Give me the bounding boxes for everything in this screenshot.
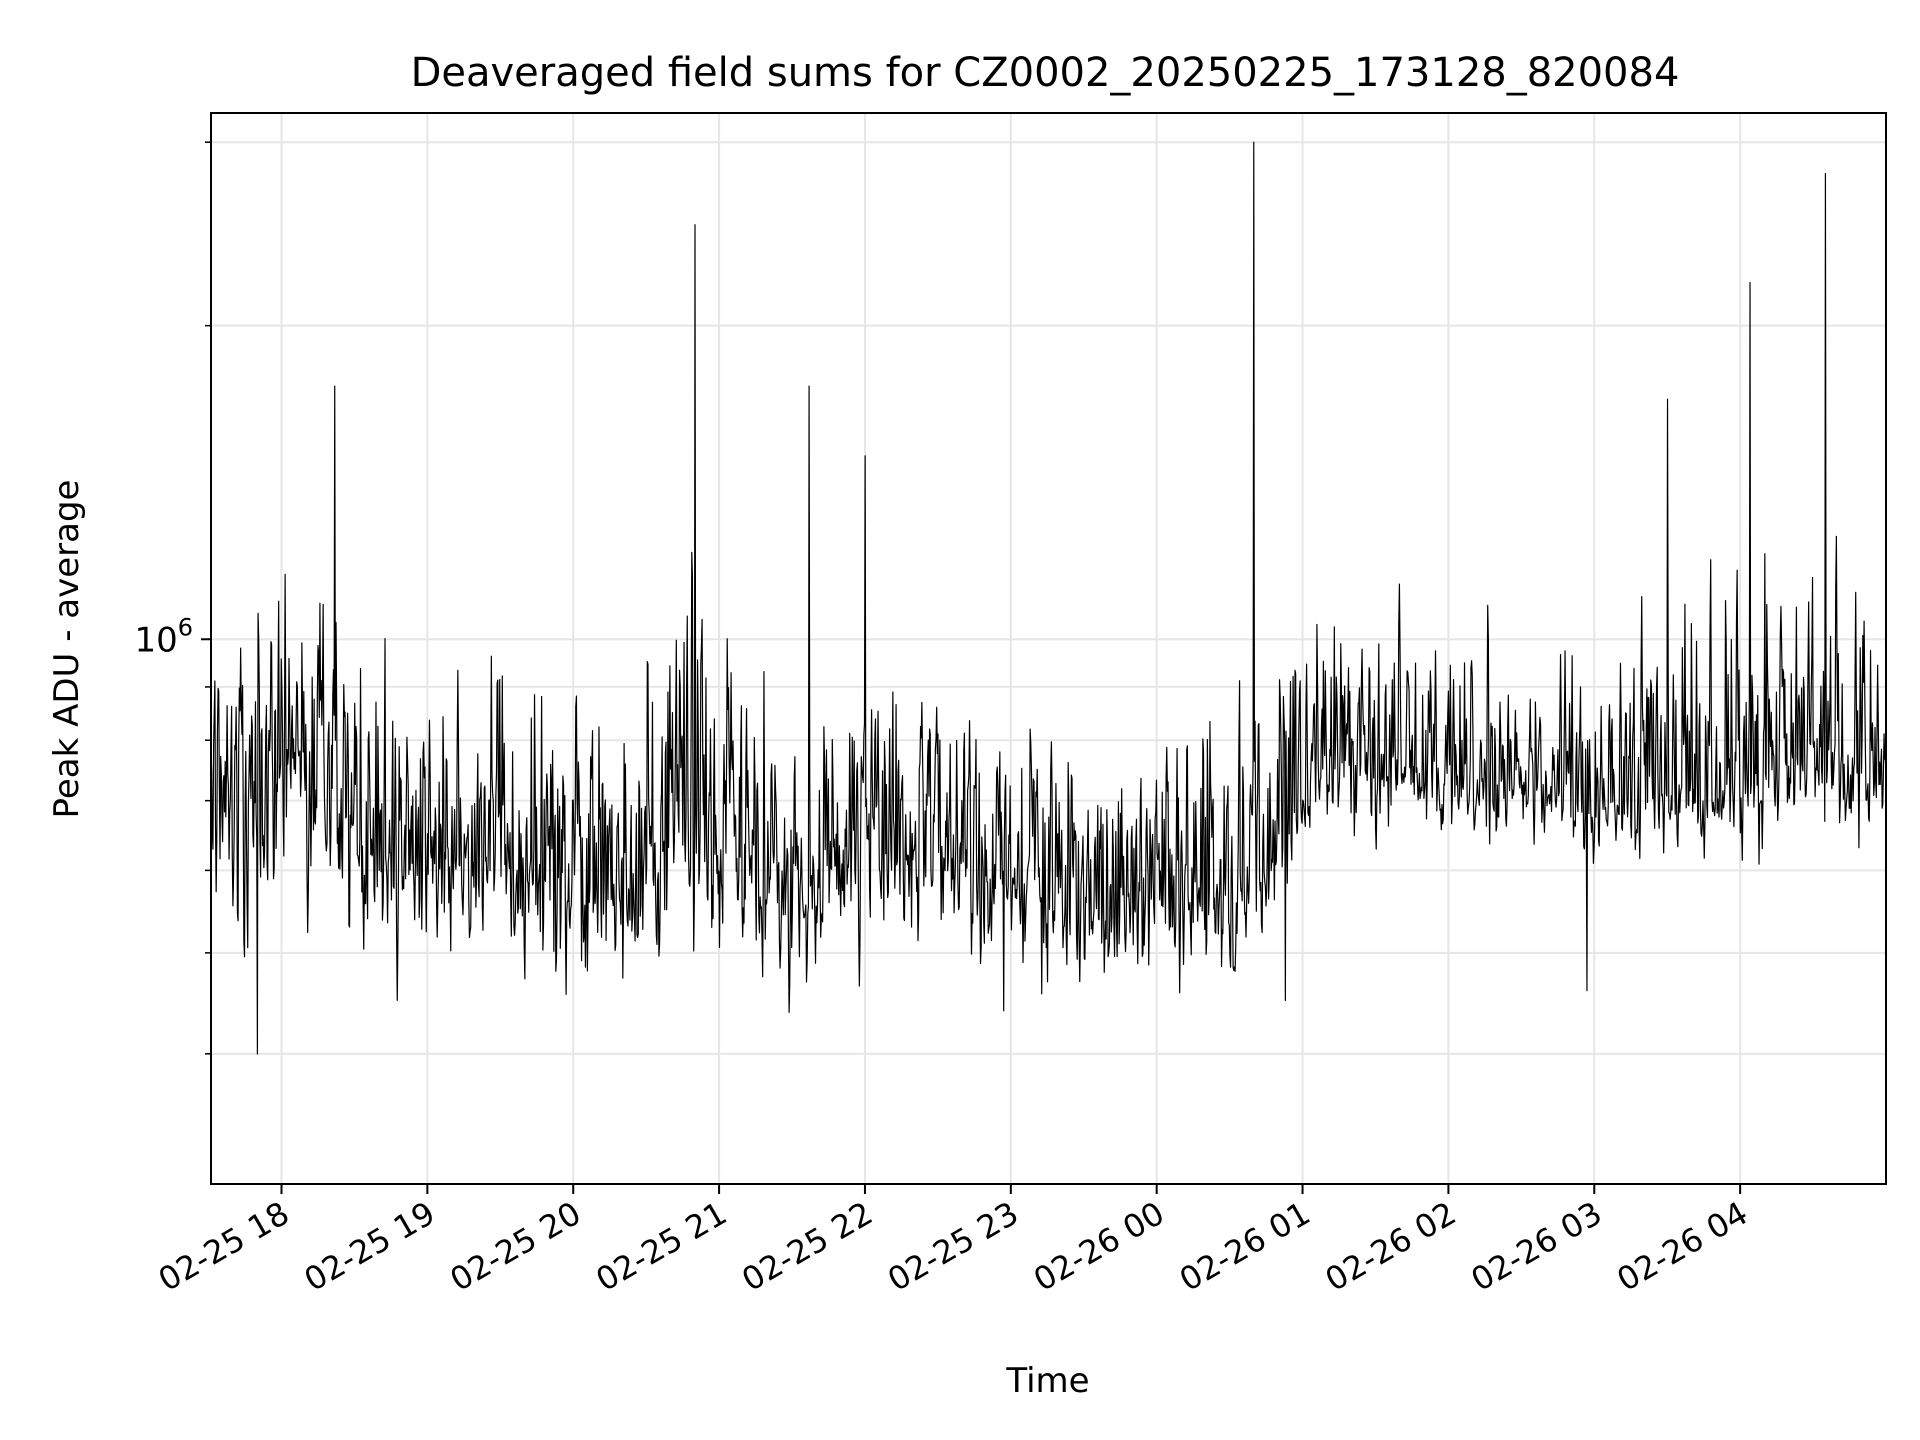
series-line (210, 141, 1887, 1055)
plot-frame (210, 112, 1887, 1185)
y-tick-label-base: 10 (134, 620, 177, 660)
x-axis-label: Time (1005, 1361, 1089, 1401)
y-axis: 106 (134, 141, 211, 1055)
y-tick-label: 106 (134, 613, 193, 660)
y-tick-label-exponent: 6 (178, 613, 193, 641)
y-axis-label: Peak ADU - average (47, 480, 87, 819)
series-group (210, 141, 1887, 1055)
chart-title: Deaveraged field sums for CZ0002_2025022… (411, 50, 1680, 96)
